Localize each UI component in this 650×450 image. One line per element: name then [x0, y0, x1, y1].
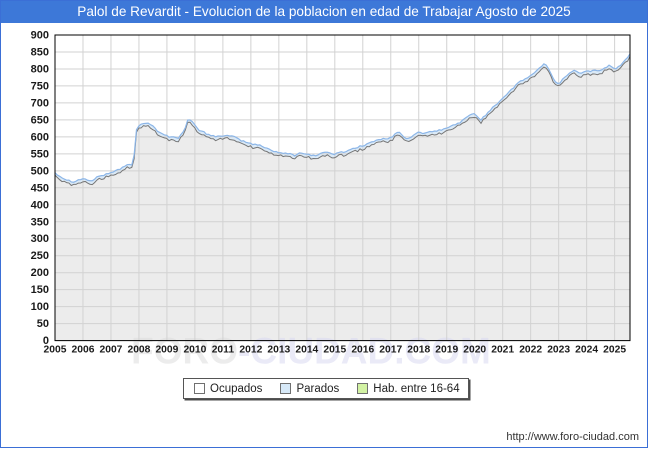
svg-text:300: 300	[31, 233, 49, 245]
svg-text:650: 650	[31, 114, 49, 126]
svg-text:2019: 2019	[435, 345, 458, 356]
svg-text:600: 600	[31, 131, 49, 143]
svg-text:150: 150	[31, 284, 49, 296]
svg-text:350: 350	[31, 216, 49, 228]
svg-text:850: 850	[31, 46, 49, 58]
svg-text:800: 800	[31, 63, 49, 75]
svg-text:2012: 2012	[239, 345, 262, 356]
svg-text:2017: 2017	[379, 345, 402, 356]
svg-text:2005: 2005	[44, 345, 67, 356]
svg-text:2010: 2010	[183, 345, 206, 356]
svg-text:2008: 2008	[127, 345, 150, 356]
svg-text:2014: 2014	[295, 345, 318, 356]
svg-text:2024: 2024	[575, 345, 598, 356]
svg-text:750: 750	[31, 80, 49, 92]
svg-text:200: 200	[31, 267, 49, 279]
svg-text:100: 100	[31, 301, 49, 313]
svg-text:550: 550	[31, 148, 49, 160]
svg-text:2018: 2018	[407, 345, 430, 356]
svg-text:2015: 2015	[323, 345, 346, 356]
svg-text:500: 500	[31, 165, 49, 177]
svg-text:2013: 2013	[267, 345, 290, 356]
svg-text:2021: 2021	[491, 345, 514, 356]
svg-text:2020: 2020	[463, 345, 486, 356]
svg-text:2006: 2006	[72, 345, 95, 356]
svg-text:2022: 2022	[519, 345, 542, 356]
svg-text:50: 50	[37, 318, 49, 330]
svg-text:900: 900	[31, 30, 49, 42]
svg-text:400: 400	[31, 199, 49, 211]
svg-text:2007: 2007	[100, 345, 123, 356]
svg-text:2016: 2016	[351, 345, 374, 356]
svg-text:2023: 2023	[547, 345, 570, 356]
svg-text:250: 250	[31, 250, 49, 262]
svg-text:2025: 2025	[603, 345, 626, 356]
svg-text:450: 450	[31, 182, 49, 194]
svg-text:2009: 2009	[155, 345, 178, 356]
svg-text:700: 700	[31, 97, 49, 109]
svg-text:2011: 2011	[212, 345, 235, 356]
